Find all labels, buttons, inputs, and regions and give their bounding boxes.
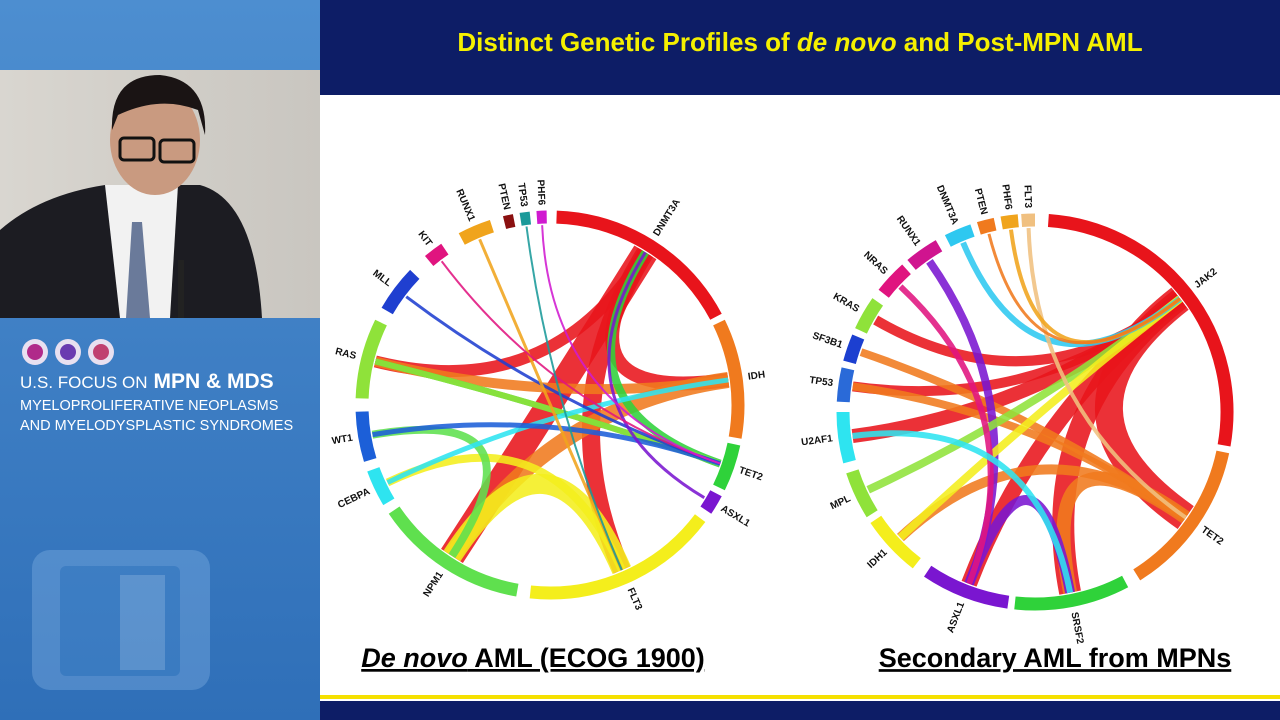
gene-arc xyxy=(713,442,741,491)
gene-label: RAS xyxy=(334,346,357,362)
gene-arc xyxy=(700,490,722,514)
gene-arc xyxy=(355,319,387,399)
chord xyxy=(372,422,722,466)
gene-arc xyxy=(424,243,449,267)
gene-label: SF3B1 xyxy=(811,330,844,351)
caption-italic: De novo xyxy=(361,643,468,673)
gene-arc xyxy=(1014,575,1129,611)
gene-label: MLL xyxy=(370,268,393,289)
gene-label: DNMT3A xyxy=(934,184,960,227)
chord xyxy=(607,251,706,499)
gene-label: PHF6 xyxy=(535,179,547,205)
speaker xyxy=(0,75,262,318)
gene-label: PTEN xyxy=(972,187,989,216)
gene-label: SRSF2 xyxy=(1068,611,1085,645)
gene-label: DNMT3A xyxy=(651,197,682,238)
gene-arc xyxy=(388,506,519,597)
caption-part: AML (ECOG 1900) xyxy=(468,643,705,673)
gene-arc xyxy=(458,220,495,245)
chord-diagram-right: JAK2 TET2 SRSF2 ASXL1 IDH1 MPL U2AF1 TP53 SF3B1 K… xyxy=(801,184,1234,645)
caption-left: De novo AML (ECOG 1900) xyxy=(361,643,705,673)
gene-arc xyxy=(519,211,532,226)
gene-label: TP53 xyxy=(809,375,835,389)
slide-title: Distinct Genetic Profiles of de novo and… xyxy=(457,27,1142,57)
caption-right: Secondary AML from MPNs xyxy=(879,643,1232,673)
gene-label: NPM1 xyxy=(421,569,446,599)
gene-label: KRAS xyxy=(831,291,861,315)
gene-label: PTEN xyxy=(495,183,512,211)
chord xyxy=(386,377,729,485)
brand-line3: AND MYELODYSPLASTIC SYNDROMES xyxy=(20,418,293,434)
gene-label: ASXL1 xyxy=(945,600,967,634)
gene-arc xyxy=(1000,214,1019,230)
gene-label: U2AF1 xyxy=(801,433,834,448)
chord xyxy=(525,226,623,571)
gene-arc xyxy=(924,565,1010,609)
gene-arc xyxy=(976,217,997,235)
gene-arc xyxy=(713,319,745,439)
gene-label: RUNX1 xyxy=(894,214,923,248)
gene-arc xyxy=(836,367,855,403)
watermark-icon xyxy=(32,550,210,690)
brand-line2: MYELOPROLIFERATIVE NEOPLASMS xyxy=(20,398,278,414)
slide-rule xyxy=(320,695,1280,699)
gene-label: IDH xyxy=(747,369,766,382)
gene-arc xyxy=(529,514,706,600)
slide-header xyxy=(320,0,1280,95)
gene-arc xyxy=(367,466,395,506)
gene-label: TET2 xyxy=(1199,525,1226,548)
title-italic: de novo xyxy=(797,27,897,57)
gene-label: WT1 xyxy=(331,433,354,447)
logo-circles xyxy=(22,339,114,365)
gene-label: FLT3 xyxy=(1021,185,1033,209)
title-part: and Post-MPN AML xyxy=(897,27,1143,57)
gene-arc xyxy=(355,411,377,462)
title-part: Distinct Genetic Profiles of xyxy=(457,27,797,57)
gene-label: NRAS xyxy=(861,250,889,278)
gene-arc xyxy=(878,264,911,298)
chord xyxy=(898,284,994,585)
chord xyxy=(541,225,721,465)
gene-label: RUNX1 xyxy=(453,188,477,224)
gene-label: TP53 xyxy=(515,182,529,208)
gene-arc xyxy=(944,224,975,247)
gene-arc xyxy=(1047,213,1234,447)
chord xyxy=(897,295,1183,541)
brand-mpn-mds: MPN & MDS xyxy=(154,370,274,393)
chord xyxy=(1026,228,1187,520)
gene-arc xyxy=(870,515,921,569)
gene-label: IDH1 xyxy=(865,547,889,571)
gene-arc xyxy=(502,214,516,229)
gene-label: CEBPA xyxy=(336,486,372,511)
chord xyxy=(440,260,721,465)
chord-diagram-left: DNMT3A IDH TET2 ASXL1 FLT3 NPM1 CEBPA WT1 RAS MLL… xyxy=(331,179,766,612)
gene-arc xyxy=(1133,450,1230,581)
gene-arc xyxy=(855,298,884,334)
slide-footer xyxy=(320,701,1280,720)
gene-arc xyxy=(843,334,865,365)
chord xyxy=(987,233,1181,345)
gene-arc xyxy=(381,269,420,315)
gene-arc xyxy=(907,240,943,270)
gene-label: FLT3 xyxy=(625,586,644,612)
gene-arc xyxy=(836,411,856,464)
brand-prefix: U.S. FOCUS ON xyxy=(20,373,148,392)
gene-arc xyxy=(556,210,722,320)
chord xyxy=(852,430,1074,594)
gene-arc xyxy=(846,469,878,518)
gene-label: MPL xyxy=(829,493,853,512)
gene-label: PHF6 xyxy=(999,184,1013,211)
gene-label: JAK2 xyxy=(1192,266,1219,291)
gene-label: KIT xyxy=(415,229,433,248)
gene-label: TET2 xyxy=(737,465,764,484)
gene-label: ASXL1 xyxy=(719,503,753,529)
brand-line1: U.S. FOCUS ON MPN & MDS xyxy=(20,370,274,393)
